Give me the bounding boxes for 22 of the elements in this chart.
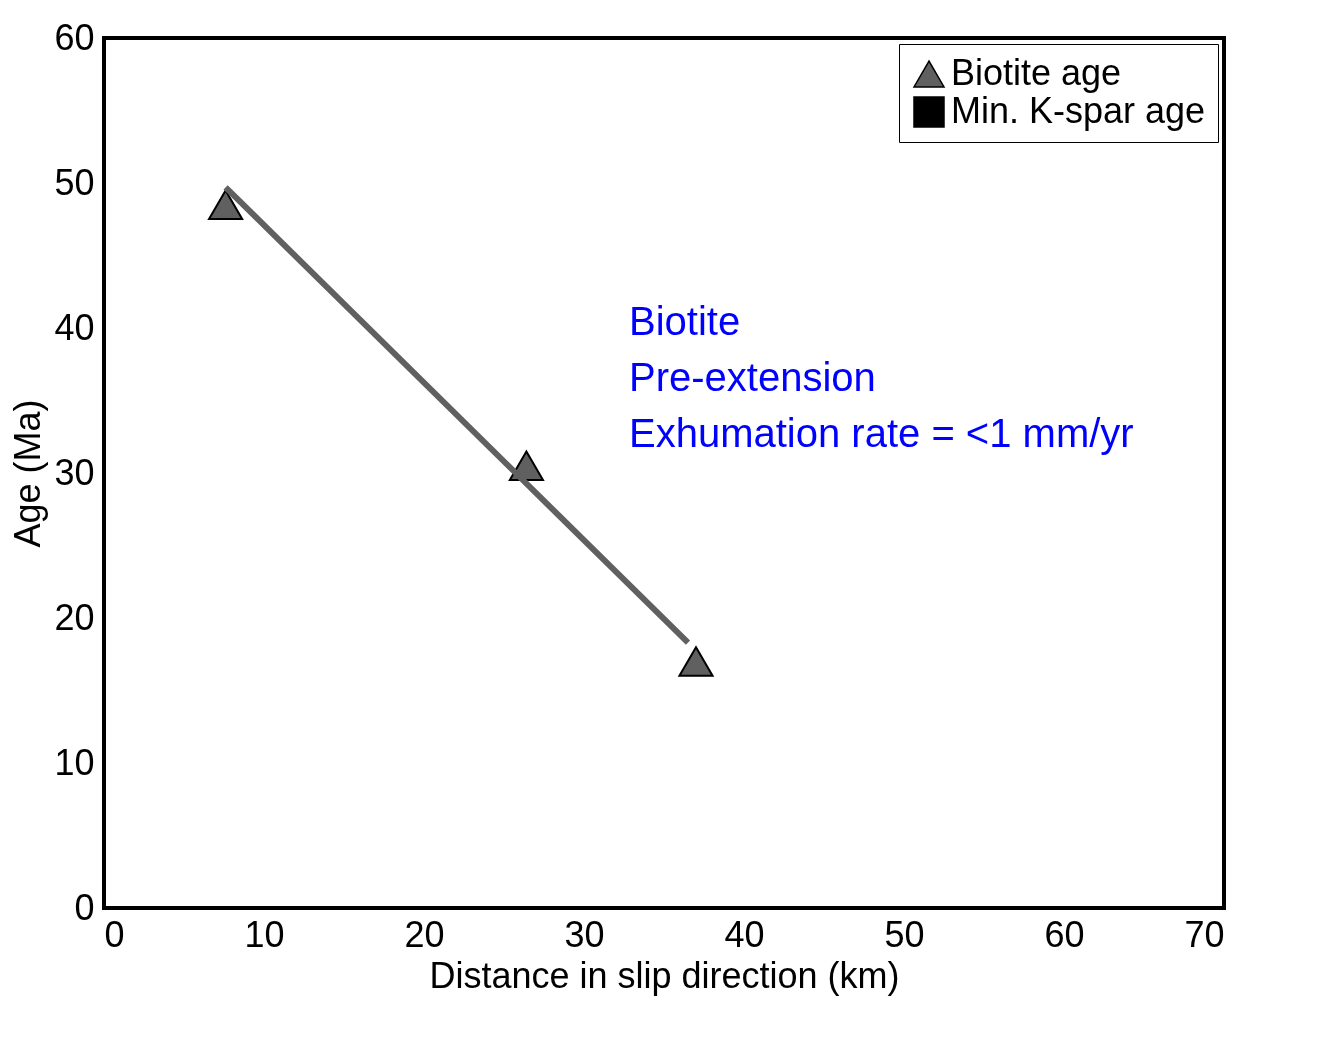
point — [678, 646, 714, 677]
annotation: Pre-extension — [629, 355, 876, 399]
annotation: Exhumation rate = <1 mm/yr — [629, 411, 1134, 455]
y-tick-label: 60 — [54, 16, 95, 58]
y-tick-label: 50 — [54, 161, 95, 203]
y-tick-label: 0 — [74, 886, 95, 928]
x-axis-title: Distance in slip direction (km) — [429, 954, 900, 996]
x-tick-label: 50 — [884, 913, 925, 955]
x-tick-label: 40 — [724, 913, 765, 955]
x-tick-label: 60 — [1044, 913, 1085, 955]
y-tick-label: 10 — [54, 741, 95, 783]
y-tick-label: 20 — [54, 596, 95, 638]
point — [208, 189, 244, 221]
x-tick-label: 0 — [104, 913, 125, 955]
y-tick-label: 40 — [54, 306, 95, 348]
x-tick-label: 70 — [1184, 913, 1225, 955]
y-axis-title: Age (Ma) — [7, 399, 49, 548]
x-tick-label: 10 — [244, 913, 285, 955]
x-tick-label: 20 — [404, 913, 445, 955]
y-tick-label: 30 — [54, 451, 95, 493]
annotation: Biotite — [629, 299, 741, 343]
x-tick-label: 30 — [564, 913, 605, 955]
